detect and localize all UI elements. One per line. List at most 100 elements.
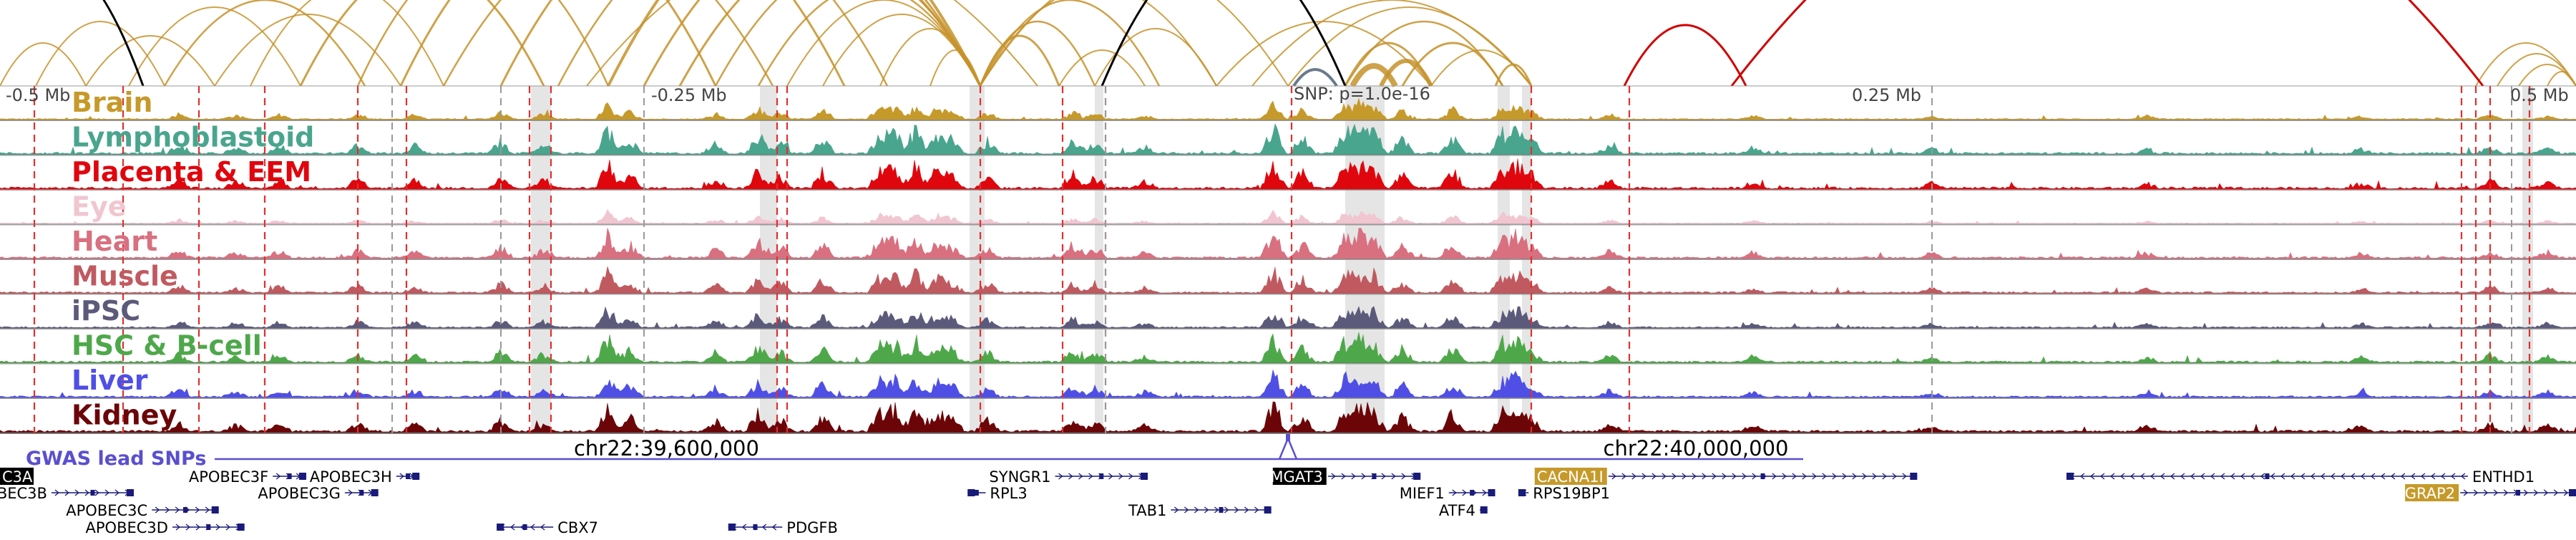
gene-strand-chevron xyxy=(2370,473,2376,480)
gene-strand-chevron xyxy=(2109,473,2115,480)
gene-strand-chevron xyxy=(1174,506,1179,514)
gene-strand-chevron xyxy=(2410,473,2416,480)
loop-arc-red xyxy=(1623,24,1747,87)
gene-strand-chevron xyxy=(1852,473,1857,480)
gene-apobec3g: APOBEC3G xyxy=(258,485,379,502)
gene-rpl3: RPL3 xyxy=(967,485,1028,502)
loop-arc xyxy=(2518,64,2576,87)
gene-strand-chevron xyxy=(1244,506,1249,514)
gene-strand-chevron xyxy=(1391,473,1396,480)
gene-exon xyxy=(90,490,95,496)
loop-arc xyxy=(757,0,982,87)
gene-strand-chevron xyxy=(1204,506,1209,514)
track-label-placenta-eem: Placenta & EEM xyxy=(72,156,311,188)
gene-strand-chevron xyxy=(1128,473,1133,480)
gene-strand-chevron xyxy=(2503,489,2509,496)
gene-strand-chevron xyxy=(1842,473,1847,480)
loop-arc xyxy=(643,0,982,87)
gene-strand-chevron xyxy=(540,524,545,531)
loop-arc xyxy=(85,35,215,87)
gene-label: APOBEC3C xyxy=(66,502,147,519)
gene-strand-chevron xyxy=(2140,473,2145,480)
gene-strand-chevron xyxy=(2533,489,2539,496)
gene-apobec3a: C3A xyxy=(0,468,34,486)
gene-label: RPL3 xyxy=(990,485,1027,502)
gene-strand-chevron xyxy=(2473,489,2479,496)
loop-arc xyxy=(35,21,165,87)
track-signal-lymphoblastoid xyxy=(0,123,2576,155)
gene-strand-chevron xyxy=(175,524,180,531)
loop-arc xyxy=(980,0,1289,87)
gene-strand-chevron xyxy=(2350,473,2356,480)
gene-strand-chevron xyxy=(2493,489,2499,496)
gene-strand-chevron xyxy=(84,489,89,496)
gene-strand-chevron xyxy=(2240,473,2245,480)
gene-exon xyxy=(1413,473,1421,480)
gene-highlight xyxy=(2405,484,2459,501)
gene-strand-chevron xyxy=(2463,489,2469,496)
gene-pdgfb: PDGFB xyxy=(728,519,838,536)
gene-strand-chevron xyxy=(2210,473,2215,480)
gene-strand-chevron xyxy=(1108,473,1113,480)
loop-arc xyxy=(128,6,301,87)
gene-exon xyxy=(2569,489,2576,496)
gene-strand-chevron xyxy=(2320,473,2326,480)
gene-label: PDGFB xyxy=(786,519,838,536)
gene-strand-chevron xyxy=(1482,489,1487,496)
loop-arc xyxy=(214,14,401,87)
gene-exon xyxy=(1099,473,1104,479)
gene-strand-chevron xyxy=(2220,473,2225,480)
gene-strand-chevron xyxy=(1641,473,1646,480)
loop-arc xyxy=(356,0,610,87)
loop-arc xyxy=(980,0,1217,87)
loop-arc xyxy=(1430,49,1532,87)
track-signal-placenta-eem xyxy=(0,158,2576,190)
gene-exon xyxy=(753,524,758,530)
gene-strand-chevron xyxy=(1732,473,1737,480)
gwas-snp-dot xyxy=(1286,434,1290,441)
gene-grap2: GRAP2 xyxy=(2405,484,2576,502)
gene-strand-chevron xyxy=(2150,473,2155,480)
gene-strand-chevron xyxy=(205,506,210,514)
gene-strand-chevron xyxy=(741,524,747,531)
gene-exon xyxy=(127,489,135,496)
gene-strand-chevron xyxy=(1351,473,1356,480)
gene-strand-chevron xyxy=(104,489,109,496)
gene-strand-chevron xyxy=(1882,473,1887,480)
gene-rps19bp1: RPS19BP1 xyxy=(1518,485,1610,502)
gene-strand-chevron xyxy=(2300,473,2306,480)
gene-strand-chevron xyxy=(1058,473,1063,480)
gene-exon xyxy=(1760,473,1765,479)
loop-arc xyxy=(442,0,774,87)
top-tick-label: -0.25 Mb xyxy=(651,85,727,105)
gene-exon xyxy=(1481,507,1486,513)
gene-atf4: ATF4 xyxy=(1439,502,1488,519)
gene-strand-chevron xyxy=(1068,473,1073,480)
gene-strand-chevron xyxy=(54,489,59,496)
gene-highlight xyxy=(0,468,34,485)
gene-strand-chevron xyxy=(1331,473,1336,480)
gene-enthd1: ENTHD1 xyxy=(2066,468,2534,486)
snp-arc xyxy=(1292,68,1338,87)
gene-apobec3b: APOBEC3B xyxy=(0,485,135,502)
gene-strand-chevron xyxy=(2280,473,2285,480)
gene-strand-chevron xyxy=(1742,473,1747,480)
gene-highlight xyxy=(1534,468,1607,485)
gene-apobec3f: APOBEC3F xyxy=(189,468,306,486)
gene-exon xyxy=(206,524,211,530)
top-tick-label: -0.5 Mb xyxy=(6,85,70,105)
gene-strand-chevron xyxy=(1381,473,1386,480)
gene-strand-chevron xyxy=(64,489,69,496)
gene-exon xyxy=(974,490,979,496)
loop-arc xyxy=(586,0,1038,87)
snp-pvalue-label: SNP: p=1.0e-16 xyxy=(1294,84,1430,104)
gene-strand-chevron xyxy=(1361,473,1366,480)
loop-arc xyxy=(1494,63,1533,87)
position-label: chr22:40,000,000 xyxy=(1604,436,1789,461)
gene-exon xyxy=(1140,473,1148,480)
track-label-lymphoblastoid: Lymphoblastoid xyxy=(72,122,314,153)
gene-strand-chevron xyxy=(2270,473,2275,480)
gene-strand-chevron xyxy=(530,524,535,531)
gene-exon xyxy=(1470,490,1475,496)
gene-exon xyxy=(497,524,504,531)
